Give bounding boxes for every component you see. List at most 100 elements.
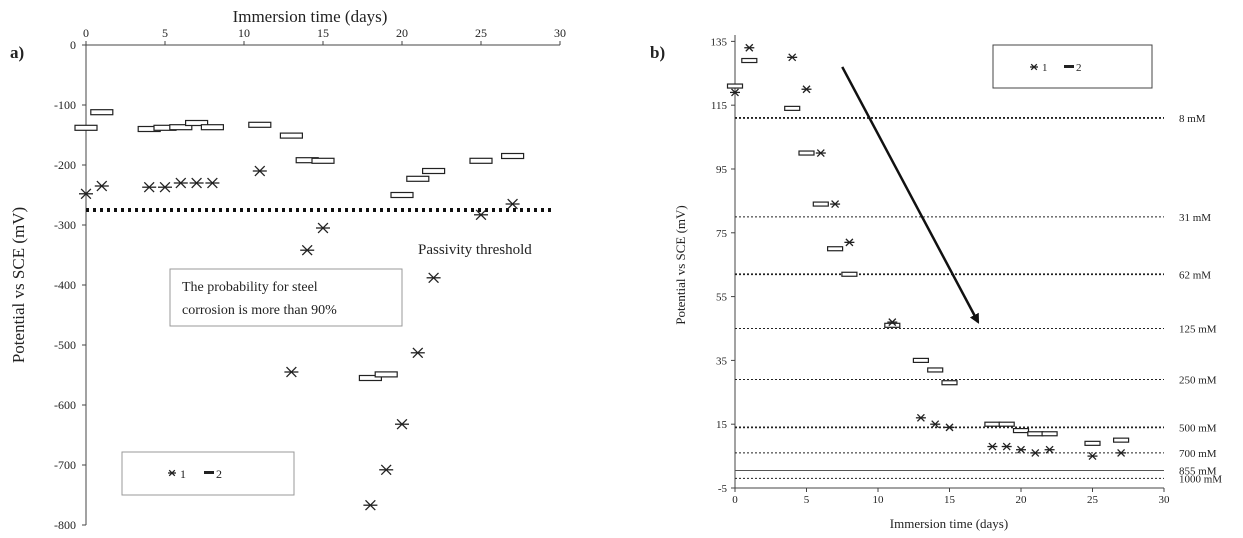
panel-b-series-1-point: [1030, 448, 1041, 457]
panel-a-x-tick-label: 10: [238, 26, 250, 40]
panel-b-series-1-point: [887, 318, 898, 327]
panel-a-label: a): [10, 43, 24, 62]
panel-b-x-tick-label: 25: [1087, 494, 1099, 506]
panel-a-x-tick-label: 0: [83, 26, 89, 40]
panel-a-y-tick-label: -300: [54, 218, 76, 232]
panel-b-series-1-point: [944, 423, 955, 432]
panel-b-series-2-point: [812, 201, 829, 207]
panel-a-y-tick-label: -100: [54, 98, 76, 112]
panel-a-legend-label-2: 2: [216, 467, 222, 481]
panel-a-series-1-point: [284, 366, 299, 378]
panel-a-legend-marker-1: [168, 469, 176, 477]
panel-a-note-line-2: corrosion is more than 90%: [182, 303, 337, 318]
panel-b-series-1-point: [815, 149, 826, 157]
panel-a-series-2-point: [374, 371, 398, 378]
passivity-threshold-label: Passivity threshold: [418, 242, 532, 258]
concentration-label: 125 mM: [1179, 323, 1217, 335]
concentration-label: 62 mM: [1179, 269, 1211, 281]
panel-b-series-2-point: [1012, 427, 1030, 434]
panel-a-series-2-point: [406, 175, 430, 182]
panel-b-series-2-point: [998, 421, 1015, 427]
panel-a-x-tick-label: 25: [475, 26, 487, 40]
panel-a-note-line-1: The probability for steel: [182, 280, 318, 295]
panel-b-y-tick-label: 75: [716, 228, 728, 240]
panel-b-series-1-point: [1044, 445, 1055, 454]
panel-b-series-2-point: [1041, 431, 1058, 437]
panel-b-series-2-point: [1112, 437, 1130, 443]
panel-b-series-2-point: [726, 83, 744, 89]
concentration-label: 500 mM: [1179, 422, 1217, 434]
panel-a-series-2-point: [200, 124, 224, 131]
panel-b-series-2-point: [841, 271, 858, 277]
panel-a-y-tick-label: -800: [54, 518, 76, 532]
panel-a-series-2-point: [90, 109, 114, 116]
panel-a-series-1-point: [158, 181, 172, 193]
panel-b-series-1-point: [915, 413, 926, 422]
trend-arrow: [841, 66, 980, 324]
panel-b-legend-label-1: 1: [1042, 62, 1048, 74]
panel-a-note-box: [169, 268, 403, 327]
panel-a-series-1-point: [474, 209, 488, 221]
panel-b-x-tick-label: 0: [732, 494, 738, 506]
panel-a-x-tick-label: 5: [162, 26, 168, 40]
panel-b-x-tick-label: 20: [1016, 494, 1028, 506]
concentration-label: 31 mM: [1179, 212, 1211, 224]
panel-b-series-2-point: [941, 380, 958, 386]
panel-a-series-1-point: [410, 347, 425, 359]
panel-b-series-2-point: [984, 421, 1001, 427]
panel-a-series-2-point: [248, 121, 272, 128]
panel-a-y-tick-label: -400: [54, 278, 76, 292]
panel-a-legend-marker-2: [204, 471, 214, 474]
panel-a-series-1-point: [300, 244, 315, 256]
panel-b-series-1-point: [1087, 452, 1098, 461]
panel-b-x-tick-label: 15: [944, 494, 956, 506]
panel-a: a) Immersion time (days) Potential vs SC…: [9, 7, 566, 532]
panel-b-series-1-point: [1016, 445, 1026, 454]
panel-a-series-2-point: [501, 152, 525, 160]
panel-b-y-axis-title: Potential vs SCE (mV): [673, 205, 688, 325]
panel-b-label: b): [650, 43, 665, 62]
panel-a-series-1-point: [142, 181, 157, 193]
concentration-label: 8 mM: [1179, 113, 1206, 125]
panel-b-series-1-point: [730, 88, 740, 97]
panel-b-series-1-point: [987, 442, 998, 451]
panel-b-series-2-point: [741, 57, 758, 64]
panel-b-legend: [992, 44, 1153, 89]
panel-a-series-1-point: [173, 177, 188, 189]
panel-b-series-1-point: [1116, 448, 1127, 457]
panel-b-series-1-point: [801, 85, 812, 94]
panel-b-series-1-point: [830, 200, 841, 209]
panel-b: b) Immersion time (days) Potential vs SC…: [650, 35, 1222, 531]
panel-a-series-1-point: [189, 177, 204, 189]
panel-b-series-1-point: [744, 43, 755, 52]
panel-b-x-tick-label: 5: [804, 494, 810, 506]
panel-b-series-2-point: [798, 150, 815, 156]
panel-a-series-1-point: [252, 165, 267, 177]
panel-b-x-tick-label: 10: [873, 494, 885, 506]
panel-a-y-tick-label: -700: [54, 458, 76, 472]
panel-b-legend-marker-1: [1030, 63, 1038, 71]
panel-b-x-axis-title: Immersion time (days): [890, 516, 1008, 531]
panel-b-series-2-point: [1027, 431, 1044, 437]
panel-a-series-1-point: [379, 464, 394, 476]
panel-b-series-1-point: [930, 420, 941, 429]
panel-a-x-tick-label: 30: [554, 26, 566, 40]
panel-a-series-1-point: [79, 188, 93, 200]
panel-a-series-2-point: [390, 191, 414, 199]
panel-a-series-1-point: [363, 499, 378, 511]
panel-b-series-2-point: [927, 367, 944, 373]
concentration-label: 855 mM: [1179, 465, 1217, 477]
panel-b-x-tick-label: 30: [1159, 494, 1171, 506]
panel-a-series-1-point: [426, 272, 441, 284]
panel-b-series-1-point: [844, 238, 855, 247]
panel-b-legend-marker-2: [1064, 65, 1074, 68]
concentration-label: 700 mM: [1179, 448, 1217, 460]
panel-b-y-tick-label: 15: [716, 419, 728, 431]
panel-b-y-tick-label: 135: [711, 36, 728, 48]
panel-a-series-2-point: [74, 124, 98, 131]
panel-b-y-tick-label: 115: [711, 100, 728, 112]
panel-b-y-tick-label: 35: [716, 355, 728, 367]
panel-a-series-2-point: [185, 119, 209, 127]
panel-b-y-tick-label: -5: [718, 483, 728, 495]
